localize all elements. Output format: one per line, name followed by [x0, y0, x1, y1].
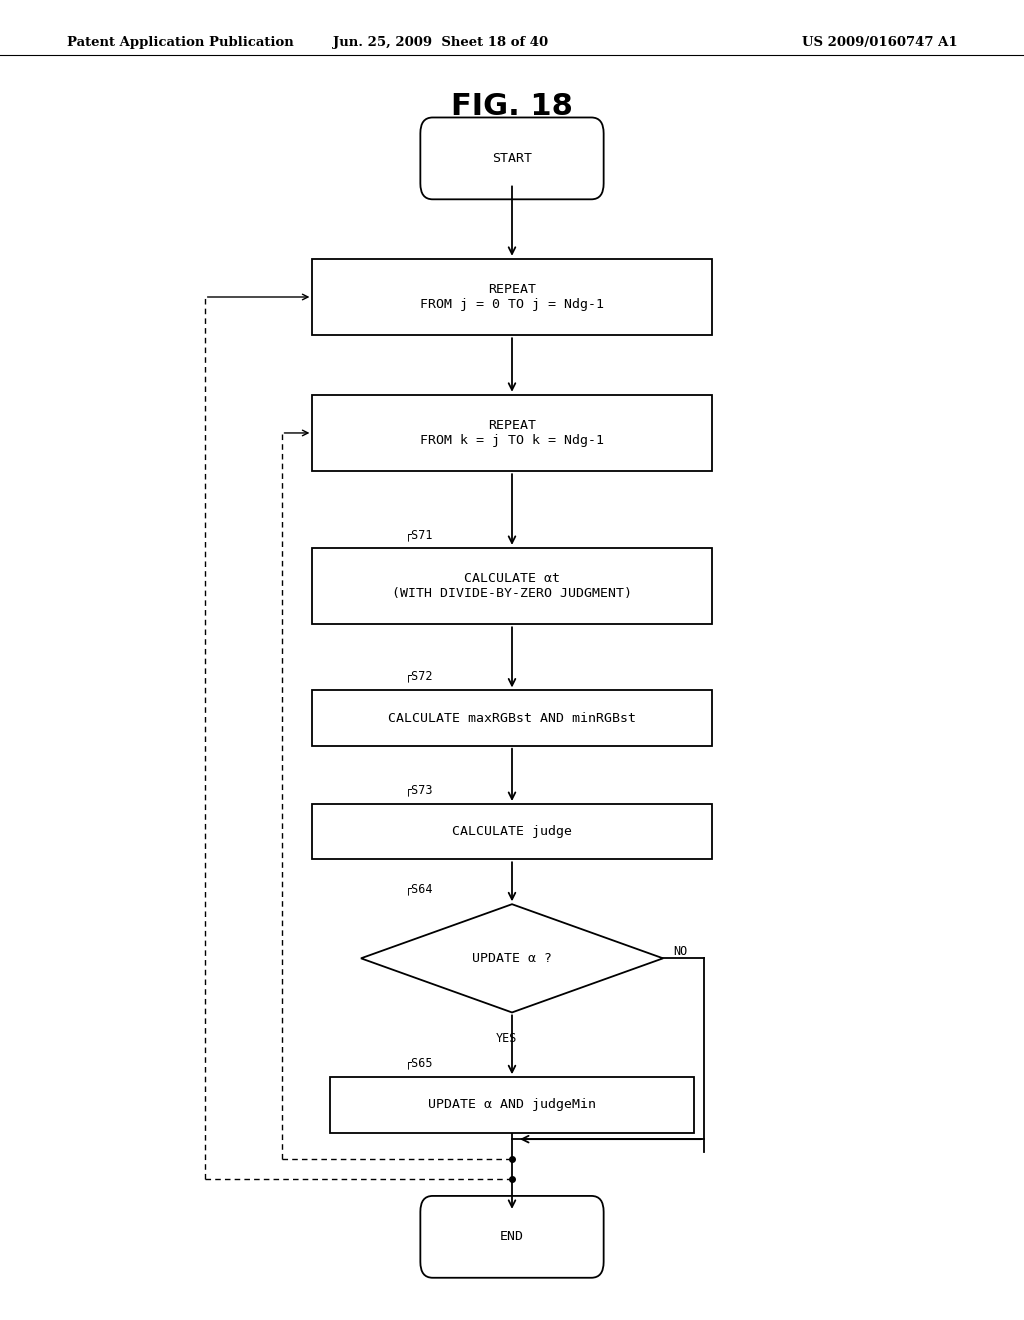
Bar — [312, 690, 712, 746]
Bar — [312, 804, 712, 859]
Text: ┌S64: ┌S64 — [404, 882, 433, 895]
Polygon shape — [361, 904, 664, 1012]
Text: CALCULATE judge: CALCULATE judge — [452, 825, 572, 838]
Text: Patent Application Publication: Patent Application Publication — [67, 36, 293, 49]
Text: START: START — [492, 152, 532, 165]
Text: NO: NO — [674, 945, 687, 958]
Text: ┌S73: ┌S73 — [404, 783, 433, 796]
Text: REPEAT
FROM k = j TO k = Ndg-1: REPEAT FROM k = j TO k = Ndg-1 — [420, 418, 604, 447]
Text: CALCULATE maxRGBst AND minRGBst: CALCULATE maxRGBst AND minRGBst — [388, 711, 636, 725]
Bar — [330, 1077, 694, 1133]
Text: ┌S65: ┌S65 — [404, 1056, 433, 1069]
FancyBboxPatch shape — [420, 1196, 603, 1278]
Text: US 2009/0160747 A1: US 2009/0160747 A1 — [802, 36, 957, 49]
FancyBboxPatch shape — [420, 117, 603, 199]
Text: Jun. 25, 2009  Sheet 18 of 40: Jun. 25, 2009 Sheet 18 of 40 — [333, 36, 548, 49]
Text: UPDATE α AND judgeMin: UPDATE α AND judgeMin — [428, 1098, 596, 1111]
Bar — [312, 259, 712, 335]
Bar — [312, 548, 712, 624]
Text: ┌S71: ┌S71 — [404, 528, 433, 541]
Text: CALCULATE αt
(WITH DIVIDE-BY-ZERO JUDGMENT): CALCULATE αt (WITH DIVIDE-BY-ZERO JUDGME… — [392, 572, 632, 601]
Text: FIG. 18: FIG. 18 — [451, 92, 573, 121]
Text: ┌S72: ┌S72 — [404, 669, 433, 682]
Text: REPEAT
FROM j = 0 TO j = Ndg-1: REPEAT FROM j = 0 TO j = Ndg-1 — [420, 282, 604, 312]
Text: UPDATE α ?: UPDATE α ? — [472, 952, 552, 965]
Text: END: END — [500, 1230, 524, 1243]
Text: YES: YES — [497, 1032, 517, 1045]
Bar — [312, 395, 712, 471]
